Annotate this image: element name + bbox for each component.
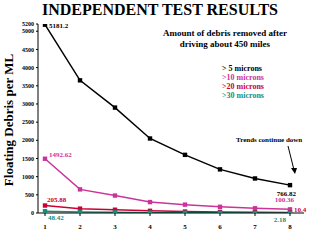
svg-text:7: 7 <box>253 223 257 231</box>
svg-text:5000: 5000 <box>22 28 34 34</box>
html-text:INDEPENDENT TEST RESULTS: INDEPENDENT TEST RESULTS <box>42 1 278 18</box>
svg-text:5181.2: 5181.2 <box>49 22 69 30</box>
svg-text:2: 2 <box>78 223 82 231</box>
svg-text:2000: 2000 <box>22 137 34 143</box>
svg-text:3500: 3500 <box>22 83 34 89</box>
svg-text:766.82: 766.82 <box>276 190 296 199</box>
svg-text:0: 0 <box>31 210 34 216</box>
html-text:Trends continue down: Trends continue down <box>236 136 303 144</box>
svg-text:2500: 2500 <box>22 119 34 125</box>
svg-text:4000: 4000 <box>22 65 34 71</box>
svg-text:100.36: 100.36 <box>275 196 295 204</box>
html-text:driving about 450 miles: driving about 450 miles <box>179 39 271 49</box>
svg-text:5: 5 <box>183 223 187 231</box>
svg-text:4: 4 <box>148 223 152 231</box>
svg-text:8: 8 <box>288 223 292 231</box>
svg-text:5200: 5200 <box>22 21 34 27</box>
html-text:> 5 microns: > 5 microns <box>222 64 262 73</box>
html-text:>10 microns: >10 microns <box>222 73 264 82</box>
svg-text:3000: 3000 <box>22 101 34 107</box>
svg-text:1000: 1000 <box>22 174 34 180</box>
svg-text:2.18: 2.18 <box>274 216 287 224</box>
html-text:Floating Debris per ML: Floating Debris per ML <box>1 53 16 187</box>
svg-text:500: 500 <box>25 192 34 198</box>
html-text:>30 microns: >30 microns <box>222 91 264 100</box>
html-text:>20 microns: >20 microns <box>222 82 264 91</box>
svg-text:3: 3 <box>113 223 117 231</box>
svg-text:10.4: 10.4 <box>294 206 307 214</box>
svg-text:4500: 4500 <box>22 47 34 53</box>
svg-text:1492.62: 1492.62 <box>49 151 72 159</box>
svg-text:6: 6 <box>218 223 222 231</box>
svg-text:205.88: 205.88 <box>47 196 67 204</box>
svg-text:1: 1 <box>43 223 47 231</box>
svg-text:48.42: 48.42 <box>48 214 64 222</box>
html-text:Amount of debris removed after: Amount of debris removed after <box>163 28 287 38</box>
svg-text:1500: 1500 <box>22 156 34 162</box>
